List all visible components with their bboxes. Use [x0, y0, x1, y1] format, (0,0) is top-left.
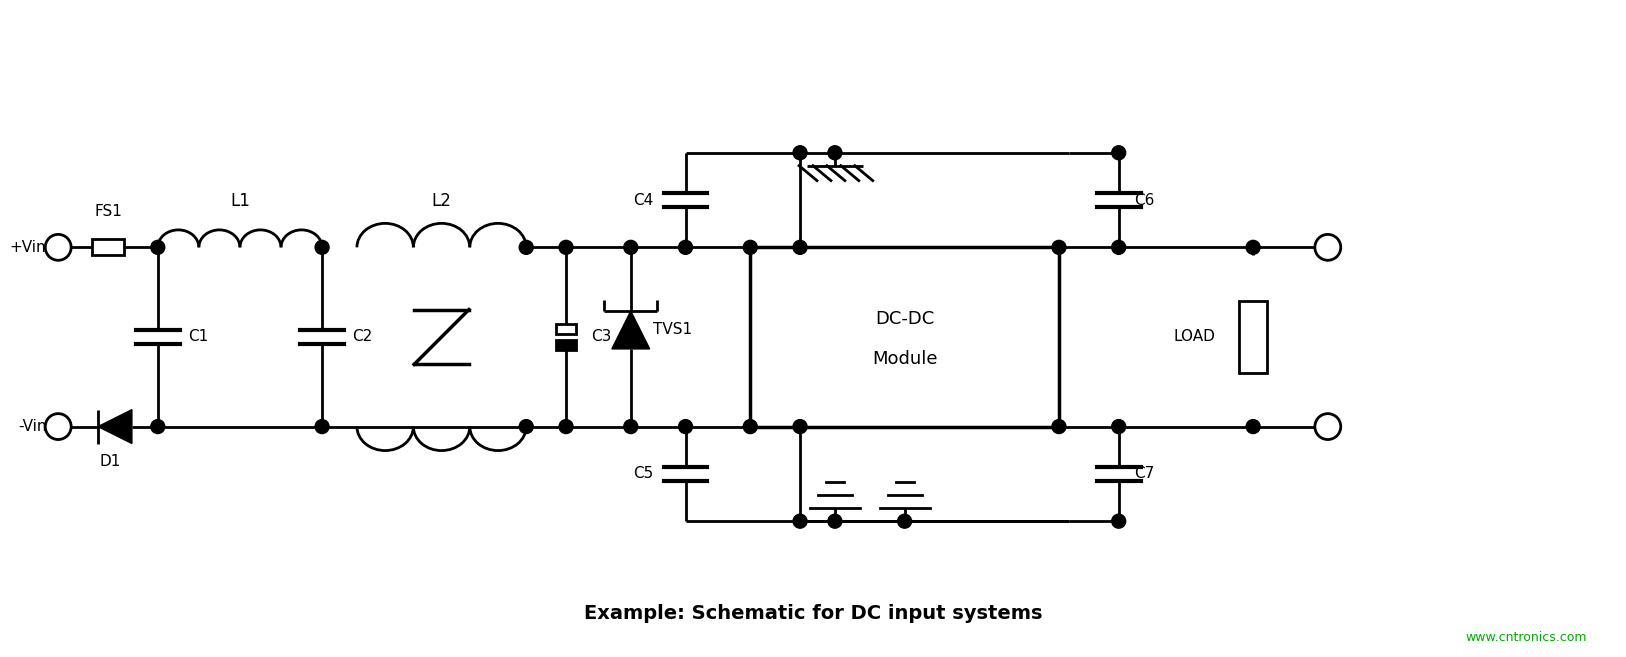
Circle shape: [1052, 420, 1067, 434]
Circle shape: [793, 240, 806, 254]
Circle shape: [793, 514, 806, 528]
Circle shape: [315, 420, 328, 434]
Text: C6: C6: [1133, 193, 1154, 208]
Circle shape: [151, 420, 164, 434]
Polygon shape: [611, 311, 650, 349]
Circle shape: [559, 420, 572, 434]
Text: C4: C4: [634, 193, 654, 208]
Circle shape: [559, 240, 572, 254]
Text: L2: L2: [431, 191, 452, 210]
Circle shape: [151, 240, 164, 254]
Text: Module: Module: [872, 350, 937, 368]
Text: TVS1: TVS1: [652, 323, 691, 338]
Circle shape: [743, 420, 758, 434]
Text: FS1: FS1: [94, 204, 122, 219]
Text: Example: Schematic for DC input systems: Example: Schematic for DC input systems: [584, 604, 1042, 623]
Circle shape: [828, 146, 842, 160]
Circle shape: [46, 414, 72, 440]
Circle shape: [624, 420, 637, 434]
Circle shape: [1112, 146, 1125, 160]
Circle shape: [624, 240, 637, 254]
Circle shape: [46, 235, 72, 260]
Text: -Vin: -Vin: [18, 419, 46, 434]
Circle shape: [828, 514, 842, 528]
Circle shape: [793, 146, 806, 160]
Circle shape: [743, 240, 758, 254]
Circle shape: [1315, 414, 1341, 440]
Circle shape: [1112, 240, 1125, 254]
Text: C5: C5: [634, 466, 654, 482]
Text: LOAD: LOAD: [1174, 329, 1215, 344]
Circle shape: [519, 240, 533, 254]
Polygon shape: [98, 410, 132, 443]
Text: DC-DC: DC-DC: [875, 310, 935, 328]
Text: L1: L1: [229, 191, 250, 210]
Bar: [556, 324, 576, 334]
Circle shape: [1246, 240, 1260, 254]
Text: D1: D1: [99, 455, 120, 470]
Bar: [93, 239, 124, 256]
Circle shape: [1246, 420, 1260, 434]
Circle shape: [1112, 514, 1125, 528]
Circle shape: [1315, 235, 1341, 260]
Circle shape: [793, 420, 806, 434]
Text: C2: C2: [351, 329, 372, 344]
Bar: [556, 340, 576, 350]
Bar: [1239, 301, 1267, 373]
Text: C7: C7: [1133, 466, 1154, 482]
Circle shape: [678, 240, 693, 254]
Circle shape: [1112, 420, 1125, 434]
Circle shape: [678, 420, 693, 434]
Text: C3: C3: [590, 329, 611, 344]
Text: www.cntronics.com: www.cntronics.com: [1465, 631, 1587, 644]
Circle shape: [1052, 240, 1067, 254]
Circle shape: [519, 420, 533, 434]
Bar: [750, 247, 1059, 426]
Circle shape: [315, 240, 328, 254]
Circle shape: [898, 514, 912, 528]
Text: C1: C1: [187, 329, 208, 344]
Text: +Vin: +Vin: [10, 240, 46, 255]
